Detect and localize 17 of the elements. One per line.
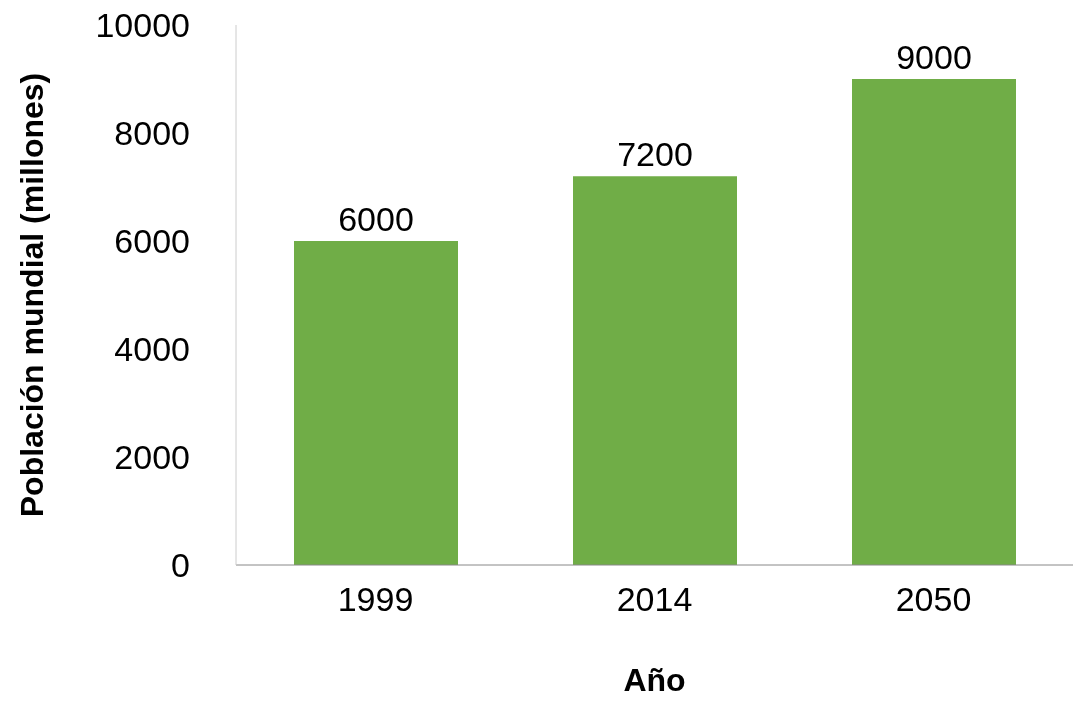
data-label: 9000 (896, 38, 972, 76)
x-tick-label: 2014 (616, 580, 693, 619)
y-tick-label: 2000 (114, 438, 190, 477)
y-axis-title: Población mundial (millones) (14, 72, 51, 518)
y-tick-label: 0 (171, 546, 190, 585)
bar (573, 176, 737, 565)
x-tick-label: 2050 (895, 580, 972, 619)
bar (294, 241, 458, 565)
y-tick-label: 10000 (95, 6, 190, 45)
y-tick-label: 6000 (114, 222, 190, 261)
data-label: 7200 (617, 135, 693, 174)
x-axis-title: Año (623, 662, 686, 698)
x-tick-label: 1999 (337, 580, 414, 619)
bar (852, 79, 1016, 565)
y-tick-label: 8000 (114, 114, 190, 153)
data-label: 6000 (338, 200, 414, 238)
y-tick-label: 4000 (114, 330, 190, 369)
